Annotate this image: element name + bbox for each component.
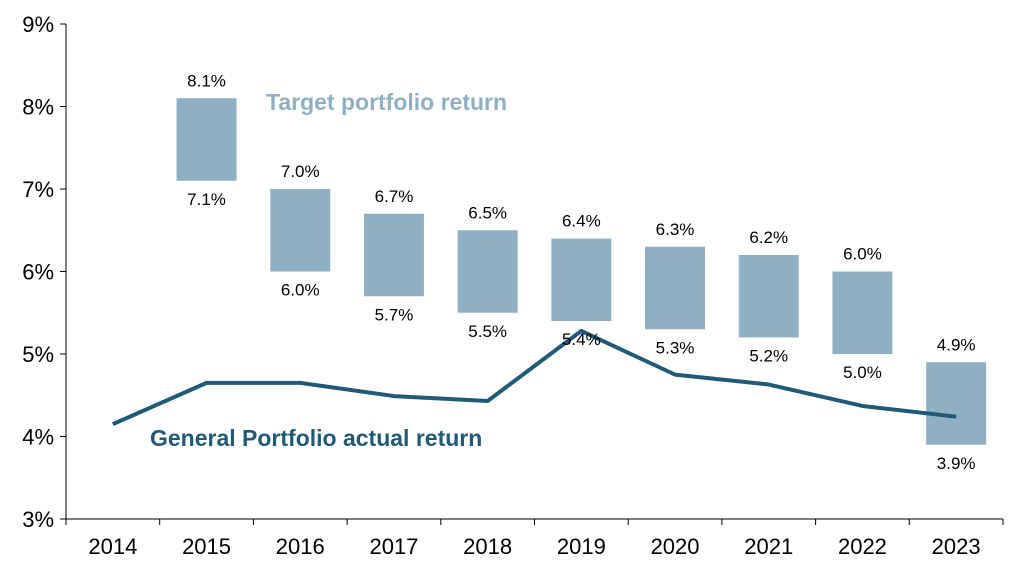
bar-high-label: 6.4%: [562, 212, 601, 231]
bar-high-label: 6.0%: [843, 245, 882, 264]
actual-return-line-group: [112, 328, 957, 426]
x-tick-label: 2017: [369, 534, 418, 559]
legend-general-portfolio-actual-return: General Portfolio actual return: [150, 425, 482, 451]
target-range-bar: [926, 362, 987, 445]
x-axis: 2014 2015 2016 2017 2018 2019 2020 2021 2022 2023: [65, 518, 1004, 559]
legend-target-portfolio-return: Target portfolio return: [266, 89, 507, 115]
bar-high-label: 6.2%: [749, 228, 788, 247]
target-range-bar: [363, 213, 424, 297]
bar-low-label: 5.0%: [843, 363, 882, 382]
target-range-bar: [738, 255, 799, 338]
y-tick-label: 8%: [22, 95, 54, 120]
y-tick-label: 6%: [22, 260, 54, 285]
x-tick-label: 2019: [557, 534, 606, 559]
y-tick-label: 3%: [22, 507, 54, 532]
bar-low-label: 7.1%: [187, 190, 226, 209]
bar-high-label: 4.9%: [937, 335, 976, 354]
target-range-bar: [176, 98, 237, 181]
bar-low-label: 5.2%: [749, 347, 788, 366]
bar-low-label: 3.9%: [937, 454, 976, 473]
actual-return-line: [112, 328, 957, 426]
x-tick-label: 2014: [88, 534, 137, 559]
target-range-bars: [176, 98, 987, 445]
x-tick-label: 2015: [182, 534, 231, 559]
target-range-bar: [645, 246, 706, 330]
y-tick-label: 7%: [22, 177, 54, 202]
bar-low-label: 5.7%: [375, 305, 414, 324]
bar-high-label: 6.5%: [468, 203, 507, 222]
bar-high-label: 6.7%: [375, 187, 414, 206]
bar-value-labels: 8.1% 7.1% 7.0% 6.0% 6.7% 5.7% 6.5% 5.5% 6.4% 5.4%…: [187, 71, 975, 473]
bar-low-label: 5.3%: [656, 338, 695, 357]
x-tick-label: 2023: [932, 534, 981, 559]
x-tick-label: 2016: [276, 534, 325, 559]
y-tick-label: 9%: [22, 12, 54, 37]
target-range-bar: [832, 271, 893, 354]
x-tick-label: 2021: [744, 534, 793, 559]
x-tick-label: 2020: [651, 534, 700, 559]
bar-high-label: 8.1%: [187, 71, 226, 90]
target-range-bar: [551, 238, 612, 321]
bar-high-label: 7.0%: [281, 162, 320, 181]
y-axis: 3% 4% 5% 6% 7% 8% 9%: [22, 12, 67, 532]
bar-low-label: 6.0%: [281, 281, 320, 300]
bar-low-label: 5.4%: [562, 330, 601, 349]
y-tick-label: 4%: [22, 425, 54, 450]
x-tick-label: 2022: [838, 534, 887, 559]
x-tick-label: 2018: [463, 534, 512, 559]
target-range-bar: [270, 189, 331, 272]
bar-high-label: 6.3%: [656, 220, 695, 239]
y-tick-label: 5%: [22, 342, 54, 367]
target-range-bar: [457, 230, 518, 313]
bar-low-label: 5.5%: [468, 322, 507, 341]
